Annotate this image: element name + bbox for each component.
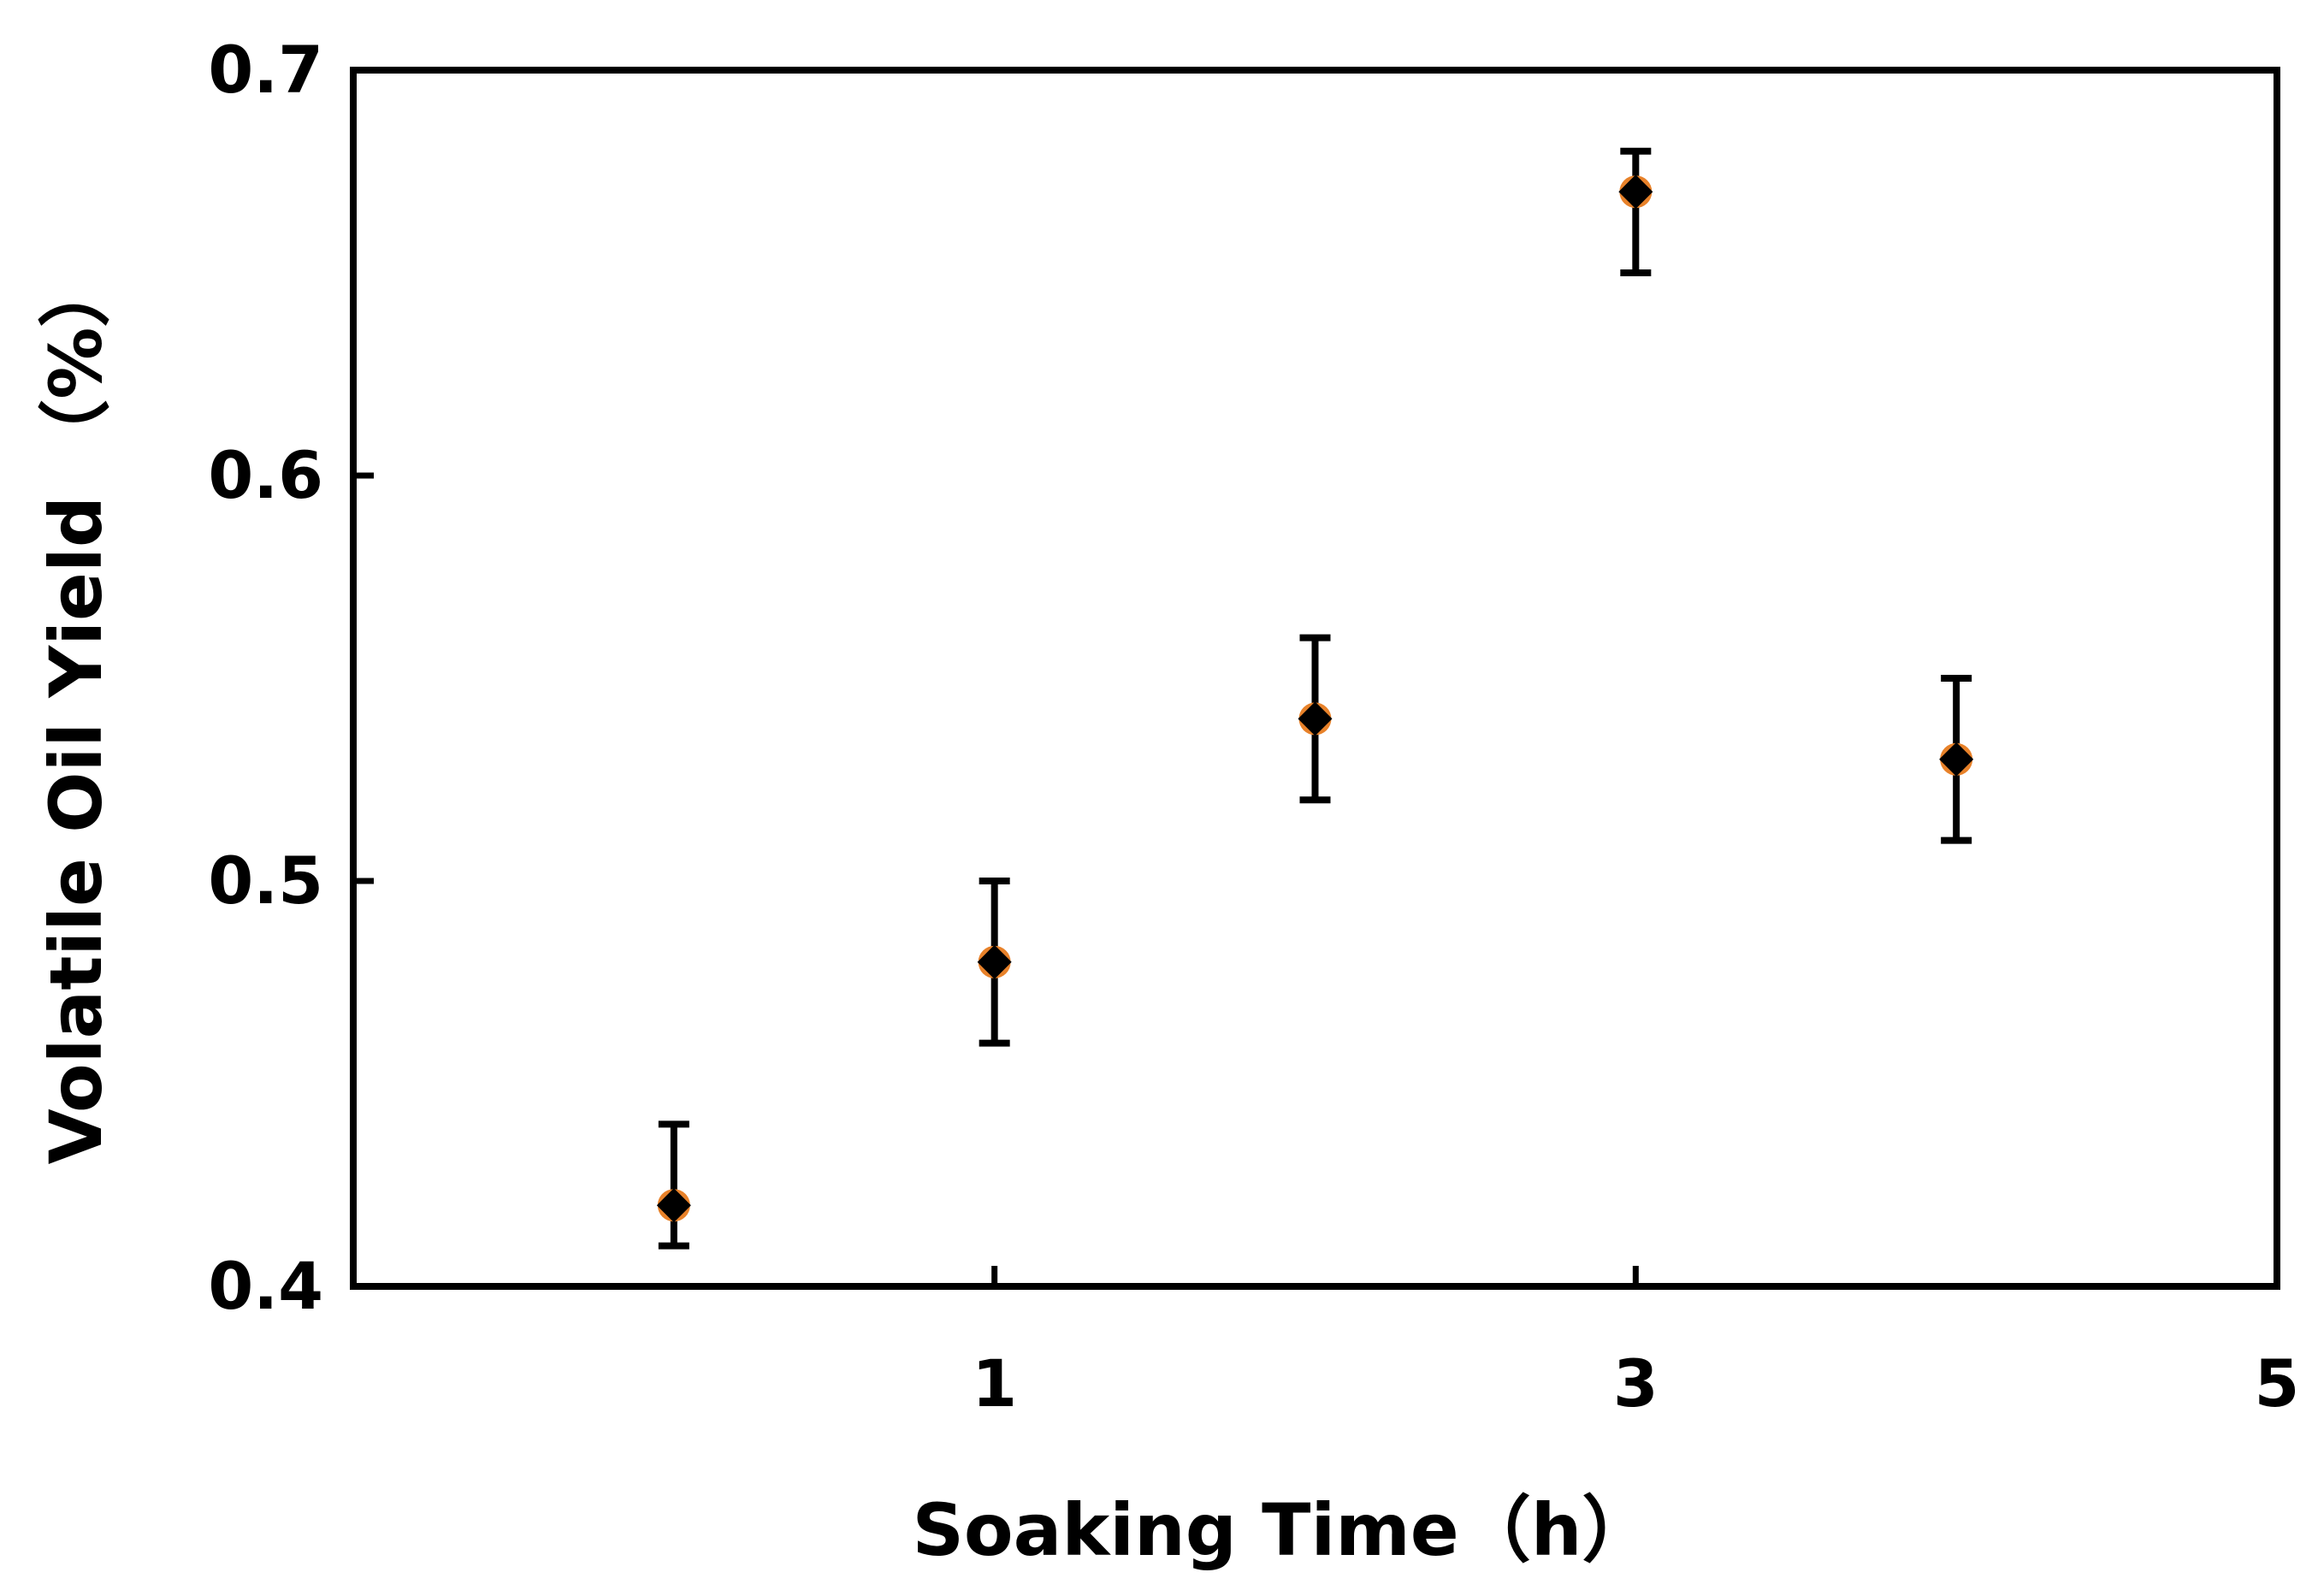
data-point — [977, 944, 1012, 979]
x-axis-label: Soaking Time（h） — [912, 1488, 1653, 1572]
y-tick-label: 0.4 — [208, 1248, 323, 1324]
x-axis: 1 3 5 — [972, 1266, 2299, 1422]
data-point — [1618, 174, 1653, 210]
x-tick-label: 1 — [972, 1345, 1017, 1422]
x-tick-label: 5 — [2255, 1345, 2300, 1422]
y-tick-label: 0.5 — [208, 842, 323, 919]
data-point — [1298, 701, 1333, 736]
y-tick-label: 0.6 — [208, 437, 323, 513]
y-axis: 0.4 0.5 0.6 0.7 — [208, 32, 374, 1324]
y-tick-label: 0.7 — [208, 32, 323, 108]
data-point — [1939, 742, 1974, 777]
data-point — [656, 1188, 691, 1223]
y-axis-label: Volatile Oil Yield （%） — [34, 256, 118, 1165]
data-points — [656, 147, 1974, 1250]
plot-frame — [350, 67, 2280, 1290]
x-tick-label: 3 — [1613, 1345, 1659, 1422]
